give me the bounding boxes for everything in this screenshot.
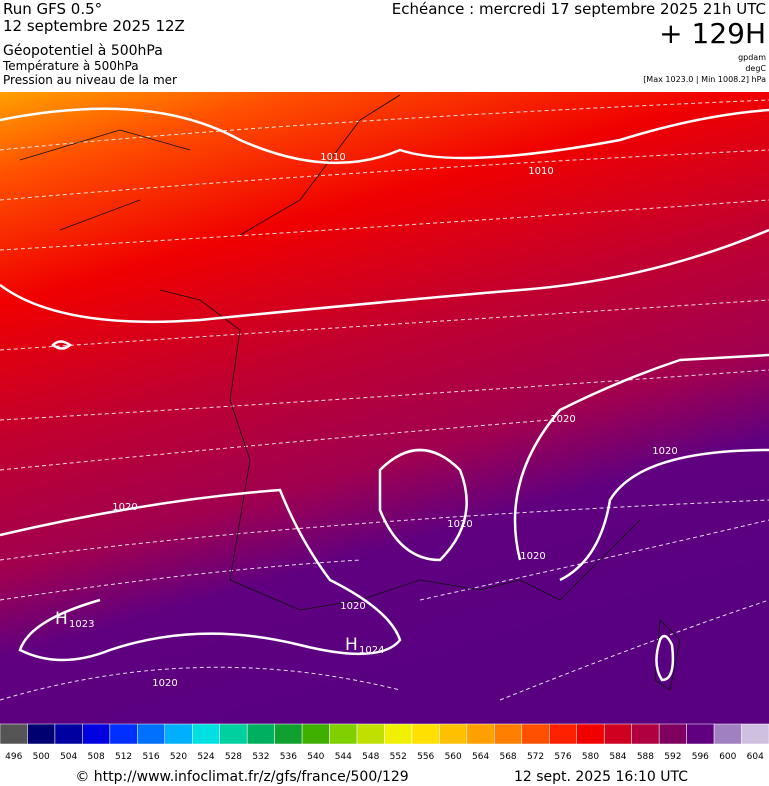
isobar-label: 1020 (520, 551, 545, 562)
header: Run GFS 0.5° 12 septembre 2025 12Z Géopo… (2, 0, 766, 87)
echeance: Echéance : mercredi 17 septembre 2025 21… (392, 0, 766, 18)
legend-swatch (274, 723, 303, 745)
range: [Max 1023.0 | Min 1008.2] hPa (643, 75, 766, 84)
high-letter: H (55, 609, 68, 629)
legend-label: 552 (390, 752, 407, 762)
legend-label: 580 (582, 752, 599, 762)
legend-swatch (411, 723, 440, 745)
isobar-label: 1020 (652, 446, 677, 457)
legend-label: 496 (5, 752, 22, 762)
legend-swatch (164, 723, 193, 745)
isobar-label: 1020 (447, 519, 472, 530)
legend-label: 584 (609, 752, 626, 762)
isobar-label: 1010 (528, 166, 553, 177)
legend-label: 564 (472, 752, 489, 762)
legend-swatch (0, 723, 28, 745)
legend-label: 540 (307, 752, 324, 762)
field: Géopotentiel à 500hPa (3, 43, 163, 59)
legend-swatch (356, 723, 385, 745)
legend-label: 568 (499, 752, 516, 762)
legend-label: 600 (719, 752, 736, 762)
legend-swatch (631, 723, 660, 745)
isobar-label: 1020 (340, 601, 365, 612)
legend-swatch (384, 723, 413, 745)
legend-swatch (658, 723, 687, 745)
legend-swatch (521, 723, 550, 745)
legend-label: 560 (445, 752, 462, 762)
legend-label: 524 (197, 752, 214, 762)
field: Pression au niveau de la mer (3, 73, 177, 87)
legend-swatch (192, 723, 220, 745)
legend-label: 556 (417, 752, 434, 762)
run-date: 12 septembre 2025 12Z (3, 17, 185, 35)
legend-swatch (54, 723, 83, 745)
legend-label: 520 (170, 752, 187, 762)
footer-date: 12 sept. 2025 16:10 UTC (514, 769, 688, 785)
temperature-field (0, 92, 769, 724)
field: Température à 500hPa (2, 59, 139, 73)
legend-label: 500 (33, 752, 50, 762)
legend-swatch (301, 723, 330, 745)
legend-label: 536 (280, 752, 297, 762)
legend-label: 592 (664, 752, 681, 762)
legend-label: 508 (88, 752, 105, 762)
hour: + 129H (659, 17, 766, 50)
isobar-label: 1010 (320, 152, 345, 163)
legend-swatch (137, 723, 166, 745)
legend-swatch (466, 723, 495, 745)
isobar (0, 107, 769, 165)
legend-label: 604 (747, 752, 764, 762)
coastline (19, 94, 681, 691)
unit: degC (745, 64, 766, 73)
footer-url: © http://www.infoclimat.fr/z/gfs/france/… (75, 769, 408, 785)
legend-label: 588 (637, 752, 654, 762)
legend-label: 544 (335, 752, 352, 762)
run: Run GFS 0.5° (3, 0, 102, 18)
isotherms (0, 99, 769, 701)
legend-label: 596 (692, 752, 709, 762)
legend-label: 528 (225, 752, 242, 762)
legend-swatch (82, 723, 111, 745)
legend-swatch (686, 723, 715, 745)
legend-label: 576 (554, 752, 571, 762)
isobar-label: 1020 (112, 502, 137, 513)
isobar (51, 340, 675, 682)
legend-swatch (109, 723, 138, 745)
legend-swatch (246, 723, 275, 745)
legend-swatch (576, 723, 605, 745)
legend-label: 512 (115, 752, 132, 762)
legend-label: 516 (142, 752, 159, 762)
legend-swatch (713, 723, 742, 745)
unit: gpdam (738, 53, 766, 62)
legend-label: 504 (60, 752, 77, 762)
isobar (0, 353, 769, 662)
high-value: 1024 (359, 645, 384, 656)
legend-swatch (329, 723, 358, 745)
legend-label: 548 (362, 752, 379, 762)
isobar-label: 1020 (152, 678, 177, 689)
legend-swatch (549, 723, 577, 745)
high-letter: H (345, 635, 358, 655)
legend-swatch (27, 723, 56, 745)
legend-swatch (741, 723, 769, 745)
legend-label: 572 (527, 752, 544, 762)
legend-swatch (494, 723, 523, 745)
isobar-label: 1020 (550, 414, 575, 425)
legend-label: 532 (252, 752, 269, 762)
legend-swatch (439, 723, 468, 745)
legend-swatch (603, 723, 632, 745)
high-value: 1023 (69, 619, 94, 630)
legend-swatch (219, 723, 248, 745)
legend: 496 500 504 508 512 516 520 524 528 532 536 540 544 5… (0, 723, 769, 762)
isobar (0, 228, 769, 324)
